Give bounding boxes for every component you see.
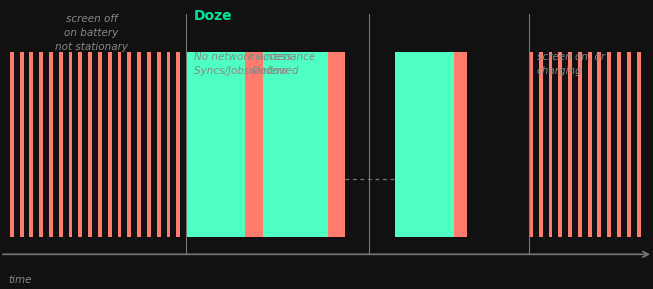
Bar bbox=[167, 52, 170, 237]
Bar bbox=[529, 52, 533, 237]
Bar bbox=[29, 52, 33, 237]
Bar bbox=[108, 52, 112, 237]
Bar bbox=[328, 52, 345, 237]
Bar bbox=[637, 52, 641, 237]
Bar bbox=[137, 52, 141, 237]
Bar bbox=[69, 52, 72, 237]
Bar bbox=[39, 52, 43, 237]
Bar bbox=[59, 52, 63, 237]
Bar bbox=[49, 52, 53, 237]
Bar bbox=[88, 52, 92, 237]
Text: screen off
on battery
not stationary: screen off on battery not stationary bbox=[55, 14, 128, 52]
Bar bbox=[98, 52, 102, 237]
Bar bbox=[263, 52, 328, 237]
Bar bbox=[157, 52, 161, 237]
Bar bbox=[627, 52, 631, 237]
Bar bbox=[20, 52, 24, 237]
Bar bbox=[558, 52, 562, 237]
Bar bbox=[578, 52, 582, 237]
Text: screen on, or
charging: screen on, or charging bbox=[537, 52, 605, 76]
Bar bbox=[147, 52, 151, 237]
Bar bbox=[549, 52, 552, 237]
Text: Doze: Doze bbox=[194, 9, 232, 23]
Bar bbox=[568, 52, 572, 237]
Bar bbox=[395, 52, 454, 237]
Bar bbox=[176, 52, 180, 237]
Bar bbox=[597, 52, 601, 237]
Bar bbox=[539, 52, 543, 237]
Bar bbox=[78, 52, 82, 237]
Bar bbox=[118, 52, 121, 237]
Text: time: time bbox=[8, 275, 31, 285]
Bar bbox=[617, 52, 621, 237]
Bar bbox=[186, 52, 245, 237]
Text: maintenance
window: maintenance window bbox=[248, 52, 317, 76]
Bar bbox=[588, 52, 592, 237]
Bar bbox=[127, 52, 131, 237]
Bar bbox=[245, 52, 263, 237]
Bar bbox=[454, 52, 467, 237]
Bar bbox=[607, 52, 611, 237]
Text: No network access
Syncs/Jobs Deferred: No network access Syncs/Jobs Deferred bbox=[194, 52, 298, 76]
Bar bbox=[10, 52, 14, 237]
